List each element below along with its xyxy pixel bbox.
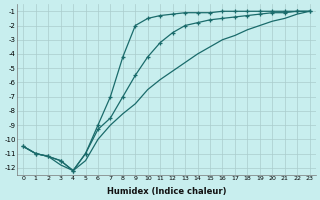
X-axis label: Humidex (Indice chaleur): Humidex (Indice chaleur)	[107, 187, 226, 196]
